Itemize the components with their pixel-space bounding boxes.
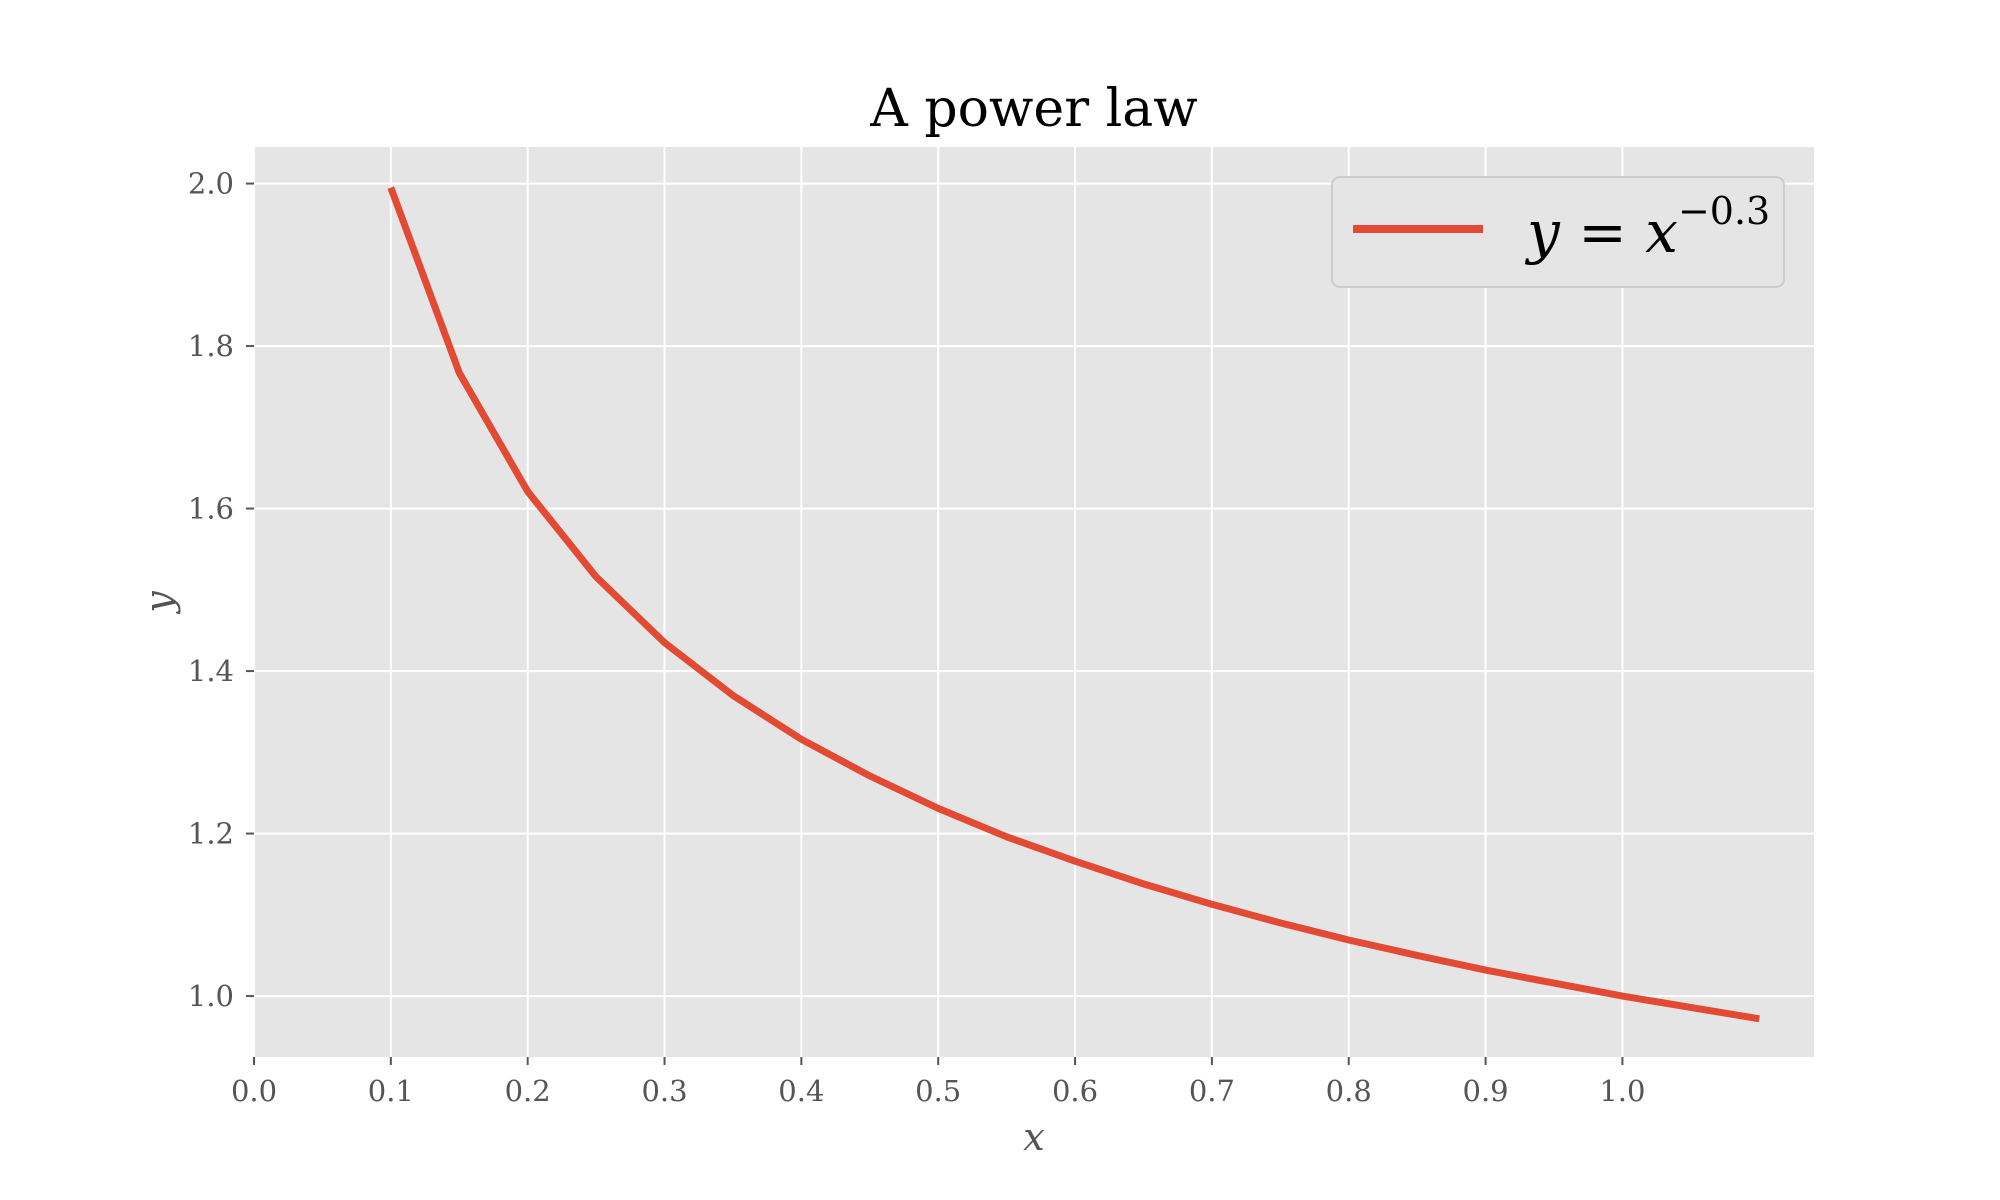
y-tick-label: 1.6 <box>188 492 234 526</box>
legend: y = x−0.3 <box>1331 176 1785 288</box>
y-axis-label: y <box>137 591 181 615</box>
x-tick-label: 0.0 <box>231 1074 277 1108</box>
series-layer <box>387 186 1760 1023</box>
axis-ticks: 0.0 0.1 0.2 0.3 0.4 0.5 0.6 0.7 0.8 0.9 1.0 1.0 1.2 1… <box>188 167 1646 1108</box>
x-tick-label: 0.4 <box>778 1074 824 1108</box>
x-tick-label: 0.2 <box>505 1074 551 1108</box>
y-tick-label: 1.0 <box>188 979 234 1013</box>
x-tick-label: 0.7 <box>1189 1074 1235 1108</box>
x-tick-label: 1.0 <box>1599 1074 1645 1108</box>
y-tick-label: 2.0 <box>188 167 234 201</box>
y-tick-label: 1.8 <box>188 329 234 363</box>
y-tick-label: 1.2 <box>188 817 234 851</box>
x-axis-label: x <box>1023 1115 1044 1159</box>
x-tick-label: 0.6 <box>1052 1074 1098 1108</box>
legend-label-base: y = x <box>1524 198 1678 266</box>
x-tick-label: 0.3 <box>641 1074 687 1108</box>
legend-label: y = x−0.3 <box>1524 189 1770 266</box>
plot-area <box>254 147 1814 1057</box>
chart-title: A power law <box>869 79 1198 139</box>
series-line <box>387 186 1760 1023</box>
x-tick-label: 0.9 <box>1463 1074 1509 1108</box>
x-tick-label: 0.1 <box>368 1074 414 1108</box>
legend-box <box>1331 176 1785 288</box>
legend-label-exponent: −0.3 <box>1678 189 1770 233</box>
x-tick-label: 0.5 <box>915 1074 961 1108</box>
x-tick-label: 0.8 <box>1326 1074 1372 1108</box>
y-tick-label: 1.4 <box>188 654 234 688</box>
